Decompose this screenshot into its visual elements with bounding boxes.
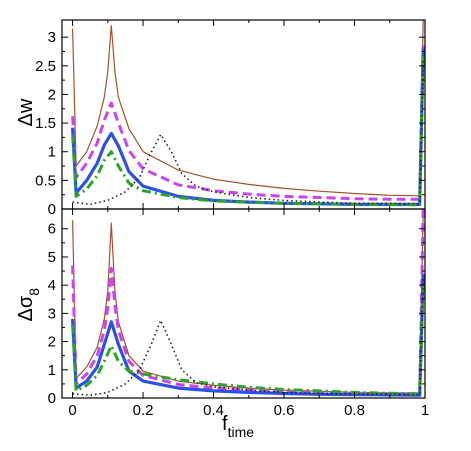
bottom-ytick-label: 6 [48, 221, 56, 238]
bottom-y-axis-label: Δσ8 [15, 288, 42, 322]
bottom-ytick-label: 4 [48, 277, 56, 294]
top-ytick-label: 1 [48, 144, 56, 161]
bottom-axes-frame [61, 208, 426, 399]
xtick-label: 0.2 [133, 402, 154, 419]
top-ytick-label: 0.5 [35, 172, 56, 189]
bottom-series-2 [71, 273, 425, 397]
top-series-2 [71, 48, 425, 206]
bottom-ytick-label: 3 [48, 305, 56, 322]
top-series-4 [72, 60, 424, 206]
top-panel: 0 0.5 1 1.5 2 2.5 3 Δw [15, 19, 426, 218]
top-y-axis-label: Δw [15, 98, 37, 126]
bottom-series-4 [72, 276, 424, 396]
bottom-ytick-label: 1 [48, 362, 56, 379]
xtick-label: 0 [68, 402, 76, 419]
xtick-label: 0.4 [203, 402, 224, 419]
xtick-label: 0.6 [274, 402, 295, 419]
xtick-label: 0.8 [344, 402, 365, 419]
bottom-ytick-label: 5 [48, 249, 56, 266]
bottom-ytick-label: 0 [48, 390, 56, 407]
top-series-3 [71, 48, 425, 207]
bottom-ytick-label: 2 [48, 334, 56, 351]
xtick-label: 1 [421, 402, 429, 419]
bottom-panel: 0 1 2 3 4 5 6 0 0.2 0.4 0.6 0.8 1 ftime Δσ8 [15, 208, 429, 440]
bottom-series-3 [71, 285, 425, 396]
top-ytick-label: 2.5 [35, 58, 56, 75]
top-ytick-label: 3 [48, 29, 56, 46]
top-ytick-label: 0 [48, 201, 56, 218]
top-ytick-label: 1.5 [35, 115, 56, 132]
top-series-0 [72, 20, 424, 197]
x-axis-label: ftime [222, 413, 254, 440]
bottom-series-1 [71, 209, 425, 396]
top-series-1 [71, 42, 425, 201]
top-ytick-label: 2 [48, 86, 56, 103]
